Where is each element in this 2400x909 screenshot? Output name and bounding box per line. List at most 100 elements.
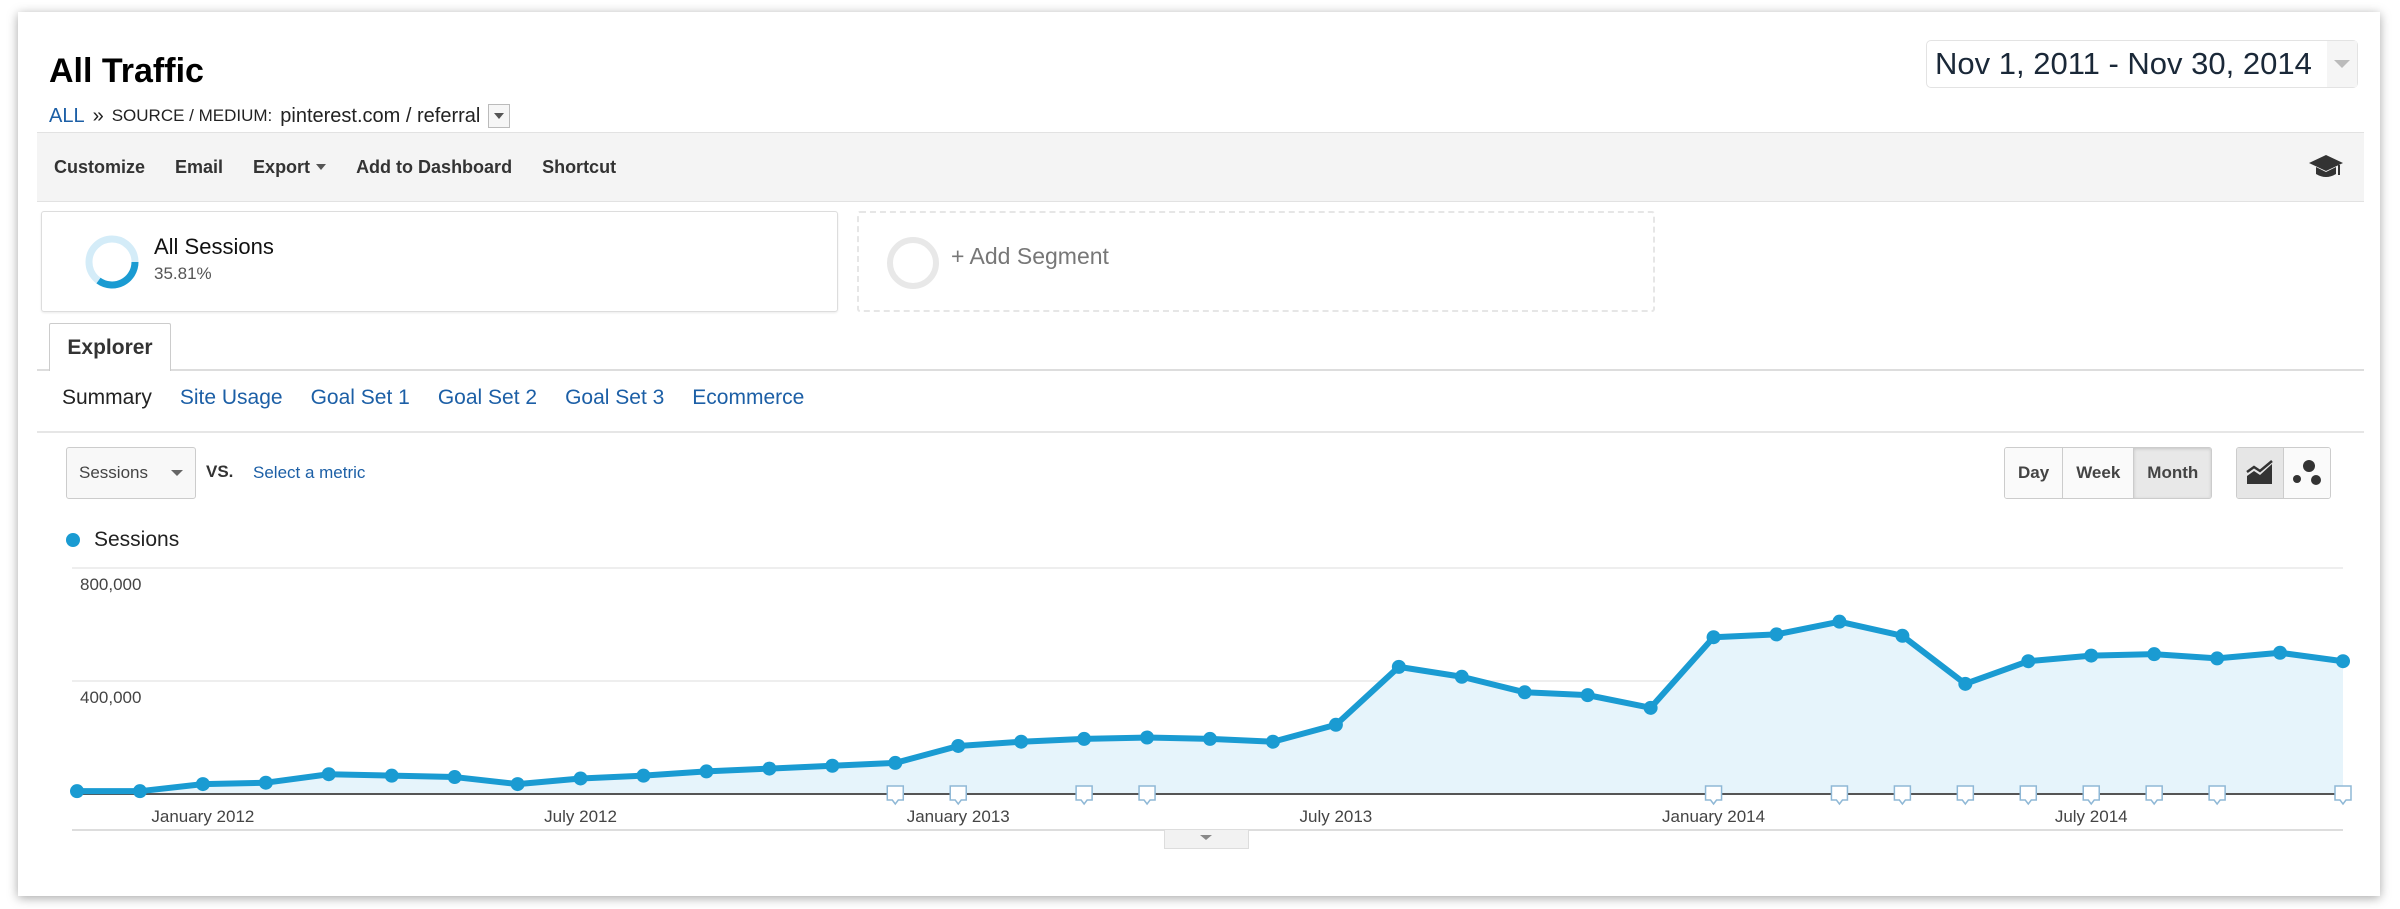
- data-point: [70, 784, 84, 799]
- data-point: [951, 738, 966, 753]
- data-point: [1454, 669, 1469, 684]
- line-chart-icon[interactable]: [2237, 448, 2284, 498]
- data-point: [447, 770, 462, 785]
- data-point: [1077, 731, 1092, 746]
- customize-button[interactable]: Customize: [54, 156, 146, 177]
- data-point: [2084, 648, 2099, 663]
- segment-name: All Sessions: [154, 234, 274, 259]
- metric-select-value: Sessions: [79, 463, 148, 482]
- data-point: [573, 771, 588, 786]
- graduation-cap-icon[interactable]: [2308, 153, 2344, 186]
- data-point: [1517, 685, 1532, 700]
- empty-segment-icon: [887, 237, 939, 289]
- date-range-picker[interactable]: Nov 1, 2011 - Nov 30, 2014: [1926, 40, 2358, 88]
- data-point: [1643, 700, 1658, 715]
- data-point: [699, 764, 714, 779]
- area-fill: [77, 621, 2343, 794]
- data-point: [2210, 651, 2225, 666]
- breadcrumb-dropdown[interactable]: [488, 104, 511, 128]
- chart-legend: Sessions: [66, 528, 179, 552]
- annotation-marker-icon[interactable]: [2334, 785, 2352, 806]
- subtab-goal-set-2[interactable]: Goal Set 2: [437, 386, 538, 409]
- date-range-text: Nov 1, 2011 - Nov 30, 2014: [1935, 46, 2312, 81]
- data-point: [258, 775, 273, 790]
- breadcrumb-dimension: SOURCE / MEDIUM:: [111, 106, 273, 125]
- breadcrumb-all-link[interactable]: ALL: [49, 104, 85, 127]
- select-metric-link[interactable]: Select a metric: [253, 463, 366, 482]
- annotation-marker-icon[interactable]: [1138, 785, 1156, 806]
- subtab-goal-set-3[interactable]: Goal Set 3: [565, 386, 665, 409]
- data-point: [1391, 659, 1406, 674]
- month-button[interactable]: Month: [2134, 448, 2212, 498]
- vs-label: VS.: [206, 462, 234, 481]
- chevron-down-icon[interactable]: [2327, 41, 2357, 87]
- subtab-divider: [37, 431, 2364, 433]
- data-point: [1328, 717, 1343, 732]
- caret-down-icon: [171, 470, 183, 482]
- data-point: [1706, 630, 1721, 645]
- data-point: [510, 777, 525, 792]
- toolbar: Customize Email Export Add to Dashboard …: [37, 132, 2364, 202]
- data-point: [132, 784, 147, 799]
- legend-label: Sessions: [94, 528, 180, 551]
- x-tick-label: January 2012: [151, 807, 254, 826]
- caret-down-icon: [316, 163, 327, 175]
- data-point: [762, 761, 777, 776]
- add-segment-button[interactable]: + Add Segment: [857, 211, 1655, 312]
- data-point: [1769, 627, 1784, 642]
- segment-all-sessions[interactable]: All Sessions 35.81%: [41, 211, 838, 312]
- x-tick-label: July 2013: [1299, 807, 1372, 826]
- data-point: [2336, 654, 2350, 669]
- shortcut-button[interactable]: Shortcut: [542, 156, 617, 177]
- chart-type-toggle: [2236, 447, 2331, 499]
- x-tick-label: July 2012: [544, 807, 617, 826]
- data-point: [1832, 614, 1847, 629]
- data-point: [2273, 645, 2288, 660]
- data-point: [1265, 734, 1280, 749]
- annotation-marker-icon[interactable]: [1704, 785, 1723, 806]
- data-point: [1140, 730, 1155, 745]
- annotation-marker-icon[interactable]: [1830, 785, 1849, 806]
- data-point: [825, 758, 840, 773]
- data-point: [1895, 628, 1910, 643]
- day-button[interactable]: Day: [2005, 448, 2064, 498]
- annotation-marker-icon[interactable]: [949, 785, 967, 806]
- segment-percent: 35.81%: [154, 264, 212, 283]
- annotations-toggle-handle[interactable]: [1164, 830, 1249, 849]
- subtabs: Summary Site Usage Goal Set 1 Goal Set 2…: [62, 386, 804, 410]
- annotation-marker-icon[interactable]: [2082, 785, 2100, 806]
- export-button[interactable]: Export: [253, 157, 327, 178]
- subtab-ecommerce[interactable]: Ecommerce: [692, 386, 805, 409]
- email-button[interactable]: Email: [175, 156, 224, 177]
- annotation-marker-icon[interactable]: [1956, 785, 1975, 806]
- annotation-marker-icon[interactable]: [886, 785, 905, 806]
- data-point: [321, 767, 336, 782]
- annotation-marker-icon[interactable]: [1075, 785, 1093, 806]
- subtab-summary[interactable]: Summary: [62, 386, 152, 409]
- breadcrumb-value: pinterest.com / referral: [280, 104, 481, 127]
- data-point: [384, 768, 399, 783]
- data-point: [2147, 647, 2162, 662]
- x-tick-label: January 2014: [1662, 807, 1765, 826]
- annotation-marker-icon[interactable]: [1893, 785, 1912, 806]
- annotation-marker-icon[interactable]: [2019, 785, 2038, 806]
- data-point: [1958, 676, 1973, 691]
- week-button[interactable]: Week: [2063, 448, 2135, 498]
- breadcrumb: ALL » SOURCE / MEDIUM: pinterest.com / r…: [49, 104, 511, 128]
- x-tick-label: January 2013: [907, 807, 1010, 826]
- tab-divider: [37, 369, 2364, 371]
- y-tick-label: 400,000: [80, 688, 141, 707]
- metric-select[interactable]: Sessions: [66, 447, 196, 499]
- legend-swatch: [66, 533, 80, 547]
- granularity-toggle: Day Week Month: [2004, 447, 2213, 499]
- data-point: [1580, 688, 1595, 703]
- breadcrumb-separator: »: [92, 104, 104, 127]
- subtab-site-usage[interactable]: Site Usage: [179, 386, 283, 409]
- subtab-goal-set-1[interactable]: Goal Set 1: [310, 386, 410, 409]
- annotation-marker-icon[interactable]: [2145, 785, 2163, 806]
- motion-chart-icon[interactable]: [2284, 448, 2330, 498]
- annotation-marker-icon[interactable]: [2208, 785, 2226, 806]
- tab-explorer[interactable]: Explorer: [49, 323, 171, 371]
- data-point: [888, 755, 903, 770]
- add-to-dashboard-button[interactable]: Add to Dashboard: [356, 156, 513, 177]
